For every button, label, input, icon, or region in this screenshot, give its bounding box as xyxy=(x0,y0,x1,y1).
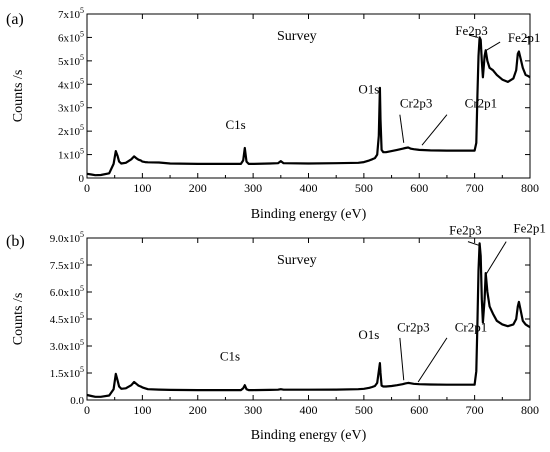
peak-label: Cr2p3 xyxy=(397,320,430,335)
x-tick-label: 300 xyxy=(244,403,262,417)
peak-leader-line xyxy=(467,241,479,246)
y-tick-label: 4.5x105 xyxy=(50,311,84,326)
y-tick-label: 3x105 xyxy=(58,100,84,115)
peak-label: Cr2p1 xyxy=(455,320,488,335)
chart-panel-b: 0 100 200 300 400 500 600 700 800 0.0 1.5x105 3.0x1… xyxy=(6,221,546,443)
peak-leader-line xyxy=(485,41,501,51)
peak-leader-line xyxy=(468,34,479,38)
y-tick-label: 2x105 xyxy=(58,123,84,138)
peak-label: O1s xyxy=(358,82,379,97)
x-tick-label: 700 xyxy=(466,181,484,195)
x-tick-label: 200 xyxy=(189,181,207,195)
x-tick-label: 100 xyxy=(133,403,151,417)
peak-label: Cr2p3 xyxy=(400,96,433,111)
y-tick-label: 7x105 xyxy=(58,6,84,21)
x-tick-label: 400 xyxy=(300,181,318,195)
y-tick-label: 0 xyxy=(79,173,85,185)
peak-leader-line xyxy=(399,114,405,143)
chart-title: Survey xyxy=(277,29,317,44)
peak-label: Fe2p3 xyxy=(449,222,482,237)
chart-panel-a: 0 100 200 300 400 500 600 700 800 0 1x105 2x105 3x10… xyxy=(6,6,540,222)
y-tick-label: 7.5x105 xyxy=(50,257,84,272)
peak-leader-line xyxy=(399,337,405,381)
spectrum-line-0 xyxy=(86,36,531,177)
x-tick-label: 600 xyxy=(410,403,428,417)
y-axis-label: Counts /s xyxy=(11,293,26,346)
x-tick-label: 100 xyxy=(133,181,151,195)
peak-label: C1s xyxy=(220,348,240,363)
x-tick-label: 0 xyxy=(84,403,90,417)
y-tick-label: 4x105 xyxy=(58,76,84,91)
x-tick-label: 500 xyxy=(355,403,373,417)
y-tick-label: 1.5x105 xyxy=(50,365,84,380)
peak-label: O1s xyxy=(358,327,379,342)
peak-leader-line xyxy=(417,337,448,383)
x-tick-label: 600 xyxy=(410,181,428,195)
x-tick-label: 700 xyxy=(466,403,484,417)
peak-label: Cr2p1 xyxy=(465,96,498,111)
y-tick-label: 6x105 xyxy=(58,29,84,44)
x-tick-label: 500 xyxy=(355,181,373,195)
y-tick-label: 3.0x105 xyxy=(50,338,84,353)
y-tick-label: 0.0 xyxy=(70,395,84,407)
x-tick-label: 800 xyxy=(521,181,539,195)
x-tick-label: 300 xyxy=(244,181,262,195)
chart-title: Survey xyxy=(277,253,317,268)
x-tick-label: 0 xyxy=(84,181,90,195)
peak-label: Fe2p3 xyxy=(455,23,488,38)
x-axis-label: Binding energy (eV) xyxy=(251,428,367,443)
peak-label: Fe2p1 xyxy=(508,30,540,45)
y-axis-label: Counts /s xyxy=(11,70,26,123)
x-tick-label: 800 xyxy=(521,403,539,417)
peak-leader-line xyxy=(485,241,507,275)
y-tick-label: 5x105 xyxy=(58,53,84,68)
x-tick-label: 200 xyxy=(189,403,207,417)
x-tick-label: 400 xyxy=(300,403,318,417)
y-tick-label: 9.0x105 xyxy=(50,230,84,245)
y-tick-label: 6.0x105 xyxy=(50,284,84,299)
y-tick-label: 1x105 xyxy=(58,147,84,162)
x-axis-label: Binding energy (eV) xyxy=(251,207,367,222)
peak-leader-line xyxy=(421,114,448,146)
peak-label: Fe2p1 xyxy=(513,221,546,236)
panel-label: (a) xyxy=(6,11,24,28)
spectrum-line-0 xyxy=(86,242,531,398)
peak-label: C1s xyxy=(225,117,245,132)
panel-label: (b) xyxy=(6,233,25,250)
